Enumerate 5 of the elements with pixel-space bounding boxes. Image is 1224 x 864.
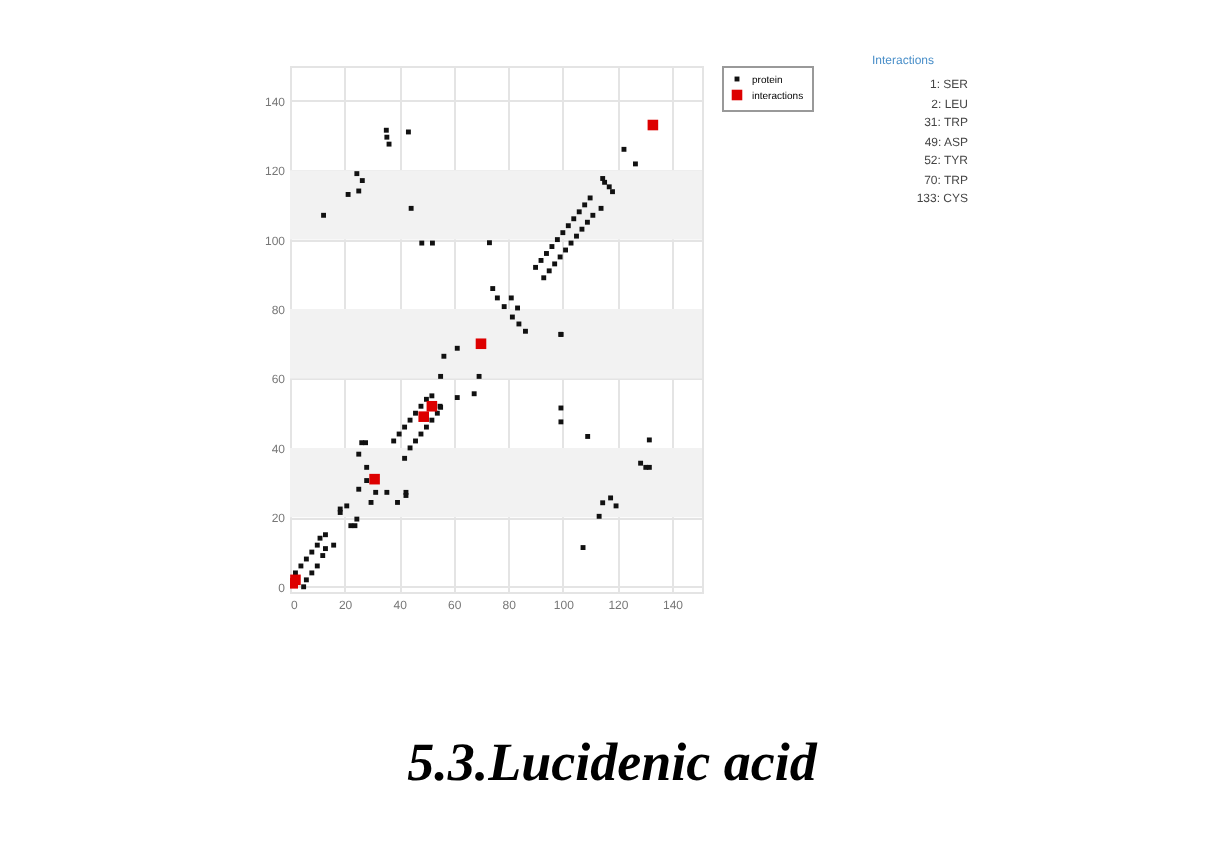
point (418, 411, 429, 422)
text: 5.3.Lucidenic acid (405, 732, 820, 794)
point (369, 473, 380, 485)
point (475, 338, 487, 350)
point (426, 400, 438, 412)
